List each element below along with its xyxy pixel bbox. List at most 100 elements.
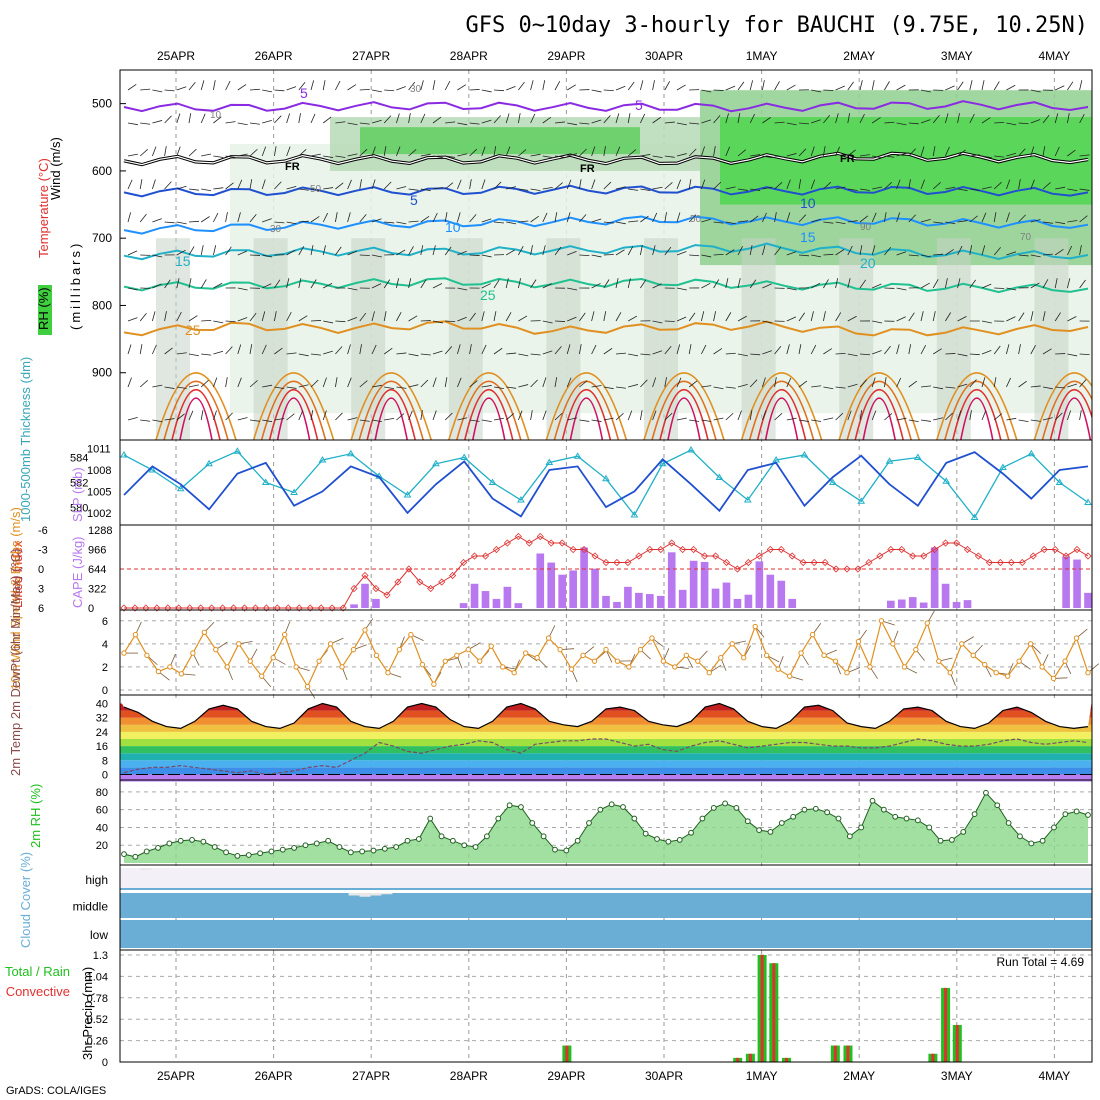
wind-barb bbox=[884, 81, 890, 91]
wind-barb bbox=[762, 377, 766, 388]
li-marker bbox=[492, 545, 501, 554]
wind-barb bbox=[323, 320, 334, 324]
top-day-label: 2MAY bbox=[843, 49, 875, 63]
li-marker bbox=[657, 545, 665, 554]
rh-marker bbox=[518, 804, 524, 810]
rh-marker bbox=[949, 836, 955, 843]
temp-contour-surface bbox=[944, 380, 1010, 440]
wind-barb bbox=[786, 122, 797, 126]
wind-barb bbox=[408, 410, 413, 421]
wind-speed-marker bbox=[1050, 675, 1057, 682]
wind-barb bbox=[872, 283, 882, 289]
wind-barb bbox=[847, 149, 856, 157]
cape-bar bbox=[1062, 556, 1070, 608]
wind-barb bbox=[1067, 383, 1078, 388]
wind-barb bbox=[652, 410, 657, 421]
wind-barb bbox=[884, 155, 895, 158]
wind-barb bbox=[591, 89, 602, 93]
wind-barb bbox=[810, 344, 817, 355]
wind-barb bbox=[591, 344, 597, 355]
wind-speed-marker bbox=[304, 683, 311, 690]
li-marker bbox=[569, 545, 577, 554]
li-marker bbox=[449, 571, 457, 580]
wind-barb bbox=[628, 353, 639, 357]
wind-barb bbox=[566, 344, 571, 355]
wind-barb bbox=[908, 179, 911, 190]
thickness-marker bbox=[857, 497, 866, 504]
wind-barb bbox=[335, 246, 342, 256]
wind-barb bbox=[457, 417, 468, 421]
top-day-label: 25APR bbox=[157, 49, 195, 63]
rh-legend-swatch bbox=[38, 285, 52, 335]
wind-speed-marker bbox=[683, 652, 690, 659]
wind-barb bbox=[152, 311, 156, 322]
wind-barb bbox=[420, 80, 424, 91]
thickness-marker bbox=[658, 459, 667, 467]
wind-barb bbox=[310, 320, 322, 322]
wind-barb bbox=[920, 385, 931, 388]
cape-bar bbox=[503, 586, 512, 608]
wind-barb bbox=[713, 348, 723, 355]
wind-barb bbox=[1079, 113, 1085, 124]
wind-barb bbox=[469, 312, 476, 322]
wind-barb bbox=[347, 344, 351, 355]
wind-barb bbox=[457, 179, 462, 190]
wind-barb bbox=[688, 179, 692, 190]
wind-speed-marker bbox=[236, 641, 242, 647]
wind-barb bbox=[713, 417, 724, 421]
wind-speed-marker bbox=[890, 641, 896, 647]
rh-area bbox=[124, 792, 1088, 863]
wind-barb bbox=[200, 216, 210, 223]
wind-barb bbox=[969, 188, 980, 191]
wind-barb bbox=[225, 377, 228, 388]
wind-barb bbox=[1030, 311, 1034, 322]
wind-barb bbox=[335, 212, 338, 223]
cape-tick-label: 322 bbox=[88, 584, 106, 596]
wind-barb bbox=[981, 117, 991, 124]
wind-speed-marker bbox=[878, 618, 885, 624]
rh-marker bbox=[529, 820, 536, 826]
thickness-marker bbox=[999, 463, 1007, 470]
wind-barb bbox=[859, 188, 870, 191]
wind-barb bbox=[884, 121, 895, 124]
wind-barb bbox=[359, 88, 370, 91]
wind-barb bbox=[713, 181, 722, 190]
wind-tick-label: 2 bbox=[102, 662, 108, 674]
wind-barb bbox=[896, 84, 906, 91]
wind-speed-line bbox=[123, 619, 1089, 688]
li-marker bbox=[219, 604, 227, 612]
rh-marker bbox=[484, 833, 490, 840]
wind-barb bbox=[213, 377, 218, 388]
wind-speed-marker bbox=[396, 646, 403, 653]
wind-barb bbox=[1018, 122, 1029, 125]
wind-barb bbox=[249, 179, 253, 190]
wind-barb bbox=[859, 215, 869, 223]
wind-speed-marker bbox=[924, 620, 931, 626]
chart-title: GFS 0~10day 3-hourly for BAUCHI (9.75E, … bbox=[465, 13, 1088, 38]
wind-barb bbox=[457, 122, 468, 126]
upper-wind-label: Wind (m/s) bbox=[48, 137, 63, 200]
wind-barb bbox=[701, 254, 712, 258]
li-marker bbox=[427, 584, 435, 593]
rh-column-shading bbox=[351, 238, 386, 440]
wind-barb bbox=[847, 113, 851, 124]
wind-barb bbox=[725, 412, 734, 421]
rh-marker bbox=[347, 849, 354, 856]
wind-barb bbox=[579, 380, 588, 388]
wind-barb bbox=[969, 379, 977, 388]
wind-barb bbox=[530, 153, 541, 157]
wind-barb bbox=[298, 149, 307, 157]
wind-barb bbox=[908, 344, 912, 355]
cloud-row-bg bbox=[120, 920, 1092, 948]
cape-bar bbox=[788, 598, 797, 608]
wind-barb bbox=[408, 149, 417, 157]
wind-barb bbox=[371, 218, 382, 223]
wind-barb bbox=[420, 379, 429, 388]
wind-barb bbox=[1079, 410, 1082, 421]
wind-barb bbox=[872, 186, 883, 190]
wind-barb bbox=[896, 344, 900, 355]
rh-marker bbox=[880, 806, 887, 813]
wind-barb bbox=[152, 344, 157, 355]
li-marker bbox=[186, 604, 194, 612]
wind-barb bbox=[335, 121, 346, 124]
